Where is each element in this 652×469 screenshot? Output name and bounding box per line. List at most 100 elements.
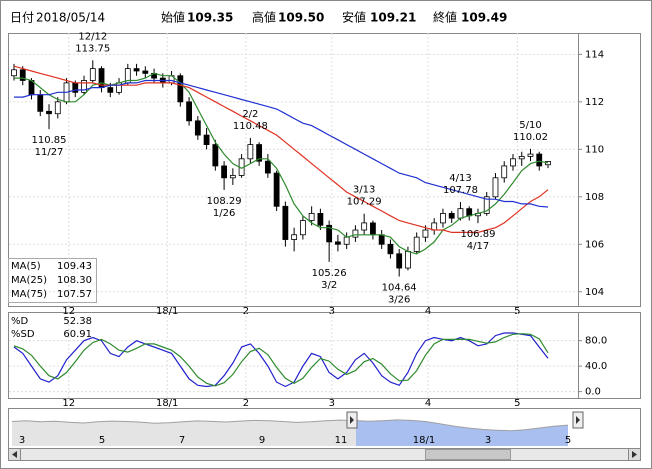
header-value: 109.35 <box>187 11 233 25</box>
legend-value: 108.30 <box>57 275 92 286</box>
annotation: 107.78 <box>443 185 478 196</box>
header-value: 109.21 <box>370 11 416 25</box>
candle-body <box>378 234 385 245</box>
stoch-line <box>13 332 549 388</box>
annotation: 106.89 <box>460 229 495 240</box>
candle-body <box>317 213 324 226</box>
y-tick-label: 112 <box>585 97 604 108</box>
annotation: 12/12 <box>78 31 107 42</box>
candle-body <box>501 165 508 179</box>
candle-body <box>518 156 525 160</box>
stoch-line <box>13 333 549 387</box>
navigator-label: 5 <box>99 435 105 446</box>
arrow-icon <box>12 451 17 458</box>
candle-body <box>229 175 236 179</box>
candle-body <box>291 234 298 240</box>
annotation: 4/13 <box>449 173 471 184</box>
header-label: 高値 <box>252 10 276 25</box>
annotation: 104.64 <box>382 283 417 294</box>
candle-body <box>413 236 420 252</box>
annotation: 110.02 <box>513 132 548 143</box>
candle-body <box>405 250 411 269</box>
annotation: 5/10 <box>519 120 541 131</box>
candle-body <box>361 222 368 231</box>
x-tick-label: 18/1 <box>156 306 178 317</box>
header-label: 終値 <box>433 10 457 25</box>
header-value: 109.50 <box>278 11 324 25</box>
candle-body <box>221 165 227 179</box>
navigator-label: 5 <box>565 435 571 446</box>
candle-body <box>194 120 201 136</box>
navigator-label: 3 <box>485 435 491 446</box>
header-value: 2018/05/14 <box>36 11 105 25</box>
navigator-label: 9 <box>259 435 265 446</box>
x-tick-label: 5 <box>514 306 520 317</box>
x-tick-label: 2 <box>243 398 249 409</box>
main-panel <box>8 33 641 307</box>
y-tick-label: 40.0 <box>585 361 607 372</box>
x-tick-label: 2 <box>243 306 249 317</box>
candle-body <box>177 75 184 103</box>
annotation: 1/26 <box>213 208 235 219</box>
header-label: 始値 <box>161 10 185 25</box>
candle-body <box>308 213 315 221</box>
navigator-label: 11 <box>335 435 348 446</box>
navigator-label: 3 <box>19 435 25 446</box>
x-tick-label: 12 <box>62 398 75 409</box>
candle-body <box>54 101 61 115</box>
handle-icon <box>576 416 580 424</box>
legend-label: MA(5) <box>11 261 41 272</box>
y-tick-label: 80.0 <box>585 336 607 347</box>
candle-body <box>343 236 350 245</box>
candle-body <box>352 229 359 238</box>
stoch-panel <box>8 312 641 399</box>
y-tick-label: 0.0 <box>585 387 601 398</box>
candle-body <box>396 253 403 269</box>
candle-body <box>510 158 516 167</box>
x-tick-label: 5 <box>514 398 520 409</box>
y-tick-label: 114 <box>585 49 604 60</box>
x-tick-label: 4 <box>425 306 431 317</box>
annotation: 3/26 <box>388 295 410 306</box>
ma-line <box>14 72 549 255</box>
legend-label: %SD <box>11 329 35 340</box>
candle-body <box>11 69 17 77</box>
ma-line <box>13 65 549 233</box>
legend-label: MA(75) <box>11 289 47 300</box>
candle-body <box>326 224 333 243</box>
candle-body <box>81 80 87 93</box>
candle-body <box>282 205 289 240</box>
legend-label: %D <box>11 316 29 327</box>
candle-body <box>212 144 219 167</box>
x-tick-label: 3 <box>329 398 335 409</box>
candle-body <box>448 213 455 219</box>
candle-body <box>19 69 26 81</box>
x-tick-label: 12 <box>62 306 75 317</box>
ma-legend <box>8 258 97 303</box>
header-label: 日付 <box>10 11 34 25</box>
annotation: 2/2 <box>242 109 258 120</box>
annotation: 110.48 <box>233 121 268 132</box>
candle-body <box>247 144 254 160</box>
annotation: 113.75 <box>75 43 110 54</box>
annotation: 108.29 <box>207 196 242 207</box>
annotation: 3/13 <box>353 185 375 196</box>
candle-body <box>273 172 280 207</box>
header-value: 109.49 <box>461 11 507 25</box>
header-label: 安値 <box>342 10 366 25</box>
candle-body <box>203 134 210 145</box>
navigator: 3 5 7 9 11 18/1 3 5 <box>11 411 584 446</box>
candle-body <box>37 94 44 112</box>
candle-body <box>370 222 376 236</box>
legend-label: MA(25) <box>11 275 47 286</box>
candle-body <box>492 177 499 198</box>
scroll-thumb[interactable] <box>425 449 511 460</box>
candle-body <box>457 208 464 219</box>
scrollbar[interactable] <box>8 448 641 461</box>
y-tick-label: 108 <box>585 192 604 203</box>
candle-body <box>46 110 52 115</box>
y-tick-label: 104 <box>585 287 604 298</box>
candle-body <box>536 153 543 167</box>
legend-value: 109.43 <box>57 261 92 272</box>
